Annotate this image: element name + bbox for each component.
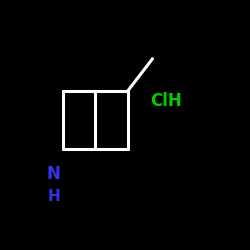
Text: ClH: ClH [150, 92, 182, 110]
Text: N: N [47, 165, 61, 183]
Text: H: H [48, 189, 60, 204]
